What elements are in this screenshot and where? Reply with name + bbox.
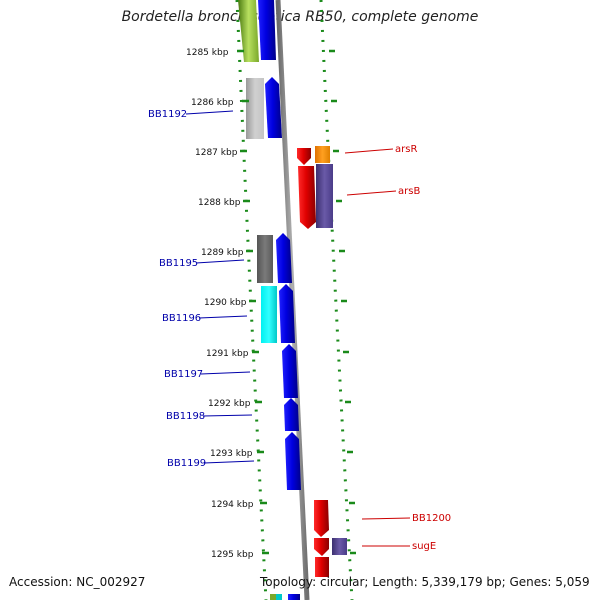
tick-1288: 1288 kbp [198,198,250,208]
gene-sugE-red[interactable] [314,538,329,556]
gene-bb1195-blue[interactable] [276,233,292,283]
tick-label: 1287 kbp [195,148,238,158]
tick-1293: 1293 kbp [210,449,264,459]
gene-sugE-slate[interactable] [332,538,347,555]
gene-bb1195-darkgray[interactable] [257,235,273,283]
tick-1291: 1291 kbp [206,349,259,359]
accession-text: Accession: NC_002927 [9,575,146,589]
gene-arsB-slate[interactable] [316,164,333,228]
label-arsB[interactable]: arsB [346,186,420,197]
tick-label: 1292 kbp [208,399,251,409]
gene-bottom-blue[interactable] [288,594,300,600]
tick-label: 1295 kbp [211,550,254,560]
gene-label[interactable]: BB1197 [164,369,203,380]
gene-bb1199-blue[interactable] [285,432,301,490]
label-bb1195[interactable]: BB1195 [159,258,245,269]
tick-label: 1294 kbp [211,500,254,510]
gene-label[interactable]: BB1196 [162,313,201,324]
gene-label[interactable]: BB1192 [148,109,187,120]
map-title: Bordetella bronchiseptica RB50, complete… [121,9,479,25]
genome-summary-text: Topology: circular; Length: 5,339,179 bp… [260,575,590,589]
label-arsR[interactable]: arsR [344,144,417,155]
gene-label[interactable]: sugE [412,541,436,552]
label-bb1200[interactable]: BB1200 [361,513,451,524]
gene-bb1200-red[interactable] [314,500,329,537]
tick-1289: 1289 kbp [201,248,253,258]
tick-1295: 1295 kbp [211,550,269,560]
tick-label: 1286 kbp [191,98,234,108]
gene-arsR-red[interactable] [297,148,311,165]
gene-label[interactable]: arsB [398,186,420,197]
tick-label: 1288 kbp [198,198,241,208]
gene-bottom-cyan[interactable] [276,594,282,600]
label-bb1197[interactable]: BB1197 [164,369,251,380]
tick-1287: 1287 kbp [195,148,247,158]
gene-label[interactable]: BB1199 [167,458,206,469]
gene-bb1198-blue[interactable] [284,398,299,431]
right-dotted-track [319,0,354,600]
gene-bb1197-blue[interactable] [282,344,298,398]
gene-top-green[interactable] [238,0,259,62]
label-bb1199[interactable]: BB1199 [167,458,255,469]
gene-label[interactable]: BB1198 [166,411,205,422]
label-sugE[interactable]: sugE [362,541,436,552]
tick-1292: 1292 kbp [208,399,262,409]
tick-label: 1293 kbp [210,449,253,459]
tick-1285: 1285 kbp [186,48,244,58]
label-bb1196[interactable]: BB1196 [162,313,248,324]
tick-1290: 1290 kbp [204,298,256,308]
gene-bb1192-blue[interactable] [265,77,282,138]
label-bb1192[interactable]: BB1192 [148,109,234,120]
tick-label: 1285 kbp [186,48,229,58]
tick-label: 1289 kbp [201,248,244,258]
gene-label[interactable]: arsR [395,144,417,155]
gene-label[interactable]: BB1200 [412,513,451,524]
tick-label: 1291 kbp [206,349,249,359]
gene-bb1196-cyan[interactable] [261,286,277,343]
tick-1286: 1286 kbp [191,98,249,108]
tick-1294: 1294 kbp [211,500,267,510]
gene-top-blue[interactable] [258,0,276,60]
gene-arsR-orange[interactable] [315,146,330,163]
gene-bottom-green[interactable] [270,594,276,600]
gene-label[interactable]: BB1195 [159,258,198,269]
gene-bottom-red[interactable] [315,557,329,577]
right-track-ticks [329,49,356,555]
label-bb1198[interactable]: BB1198 [166,411,253,422]
gene-bb1192-gray[interactable] [246,78,264,139]
gene-arsB-red[interactable] [298,166,316,229]
gene-bb1196-blue[interactable] [279,284,295,343]
tick-label: 1290 kbp [204,298,247,308]
